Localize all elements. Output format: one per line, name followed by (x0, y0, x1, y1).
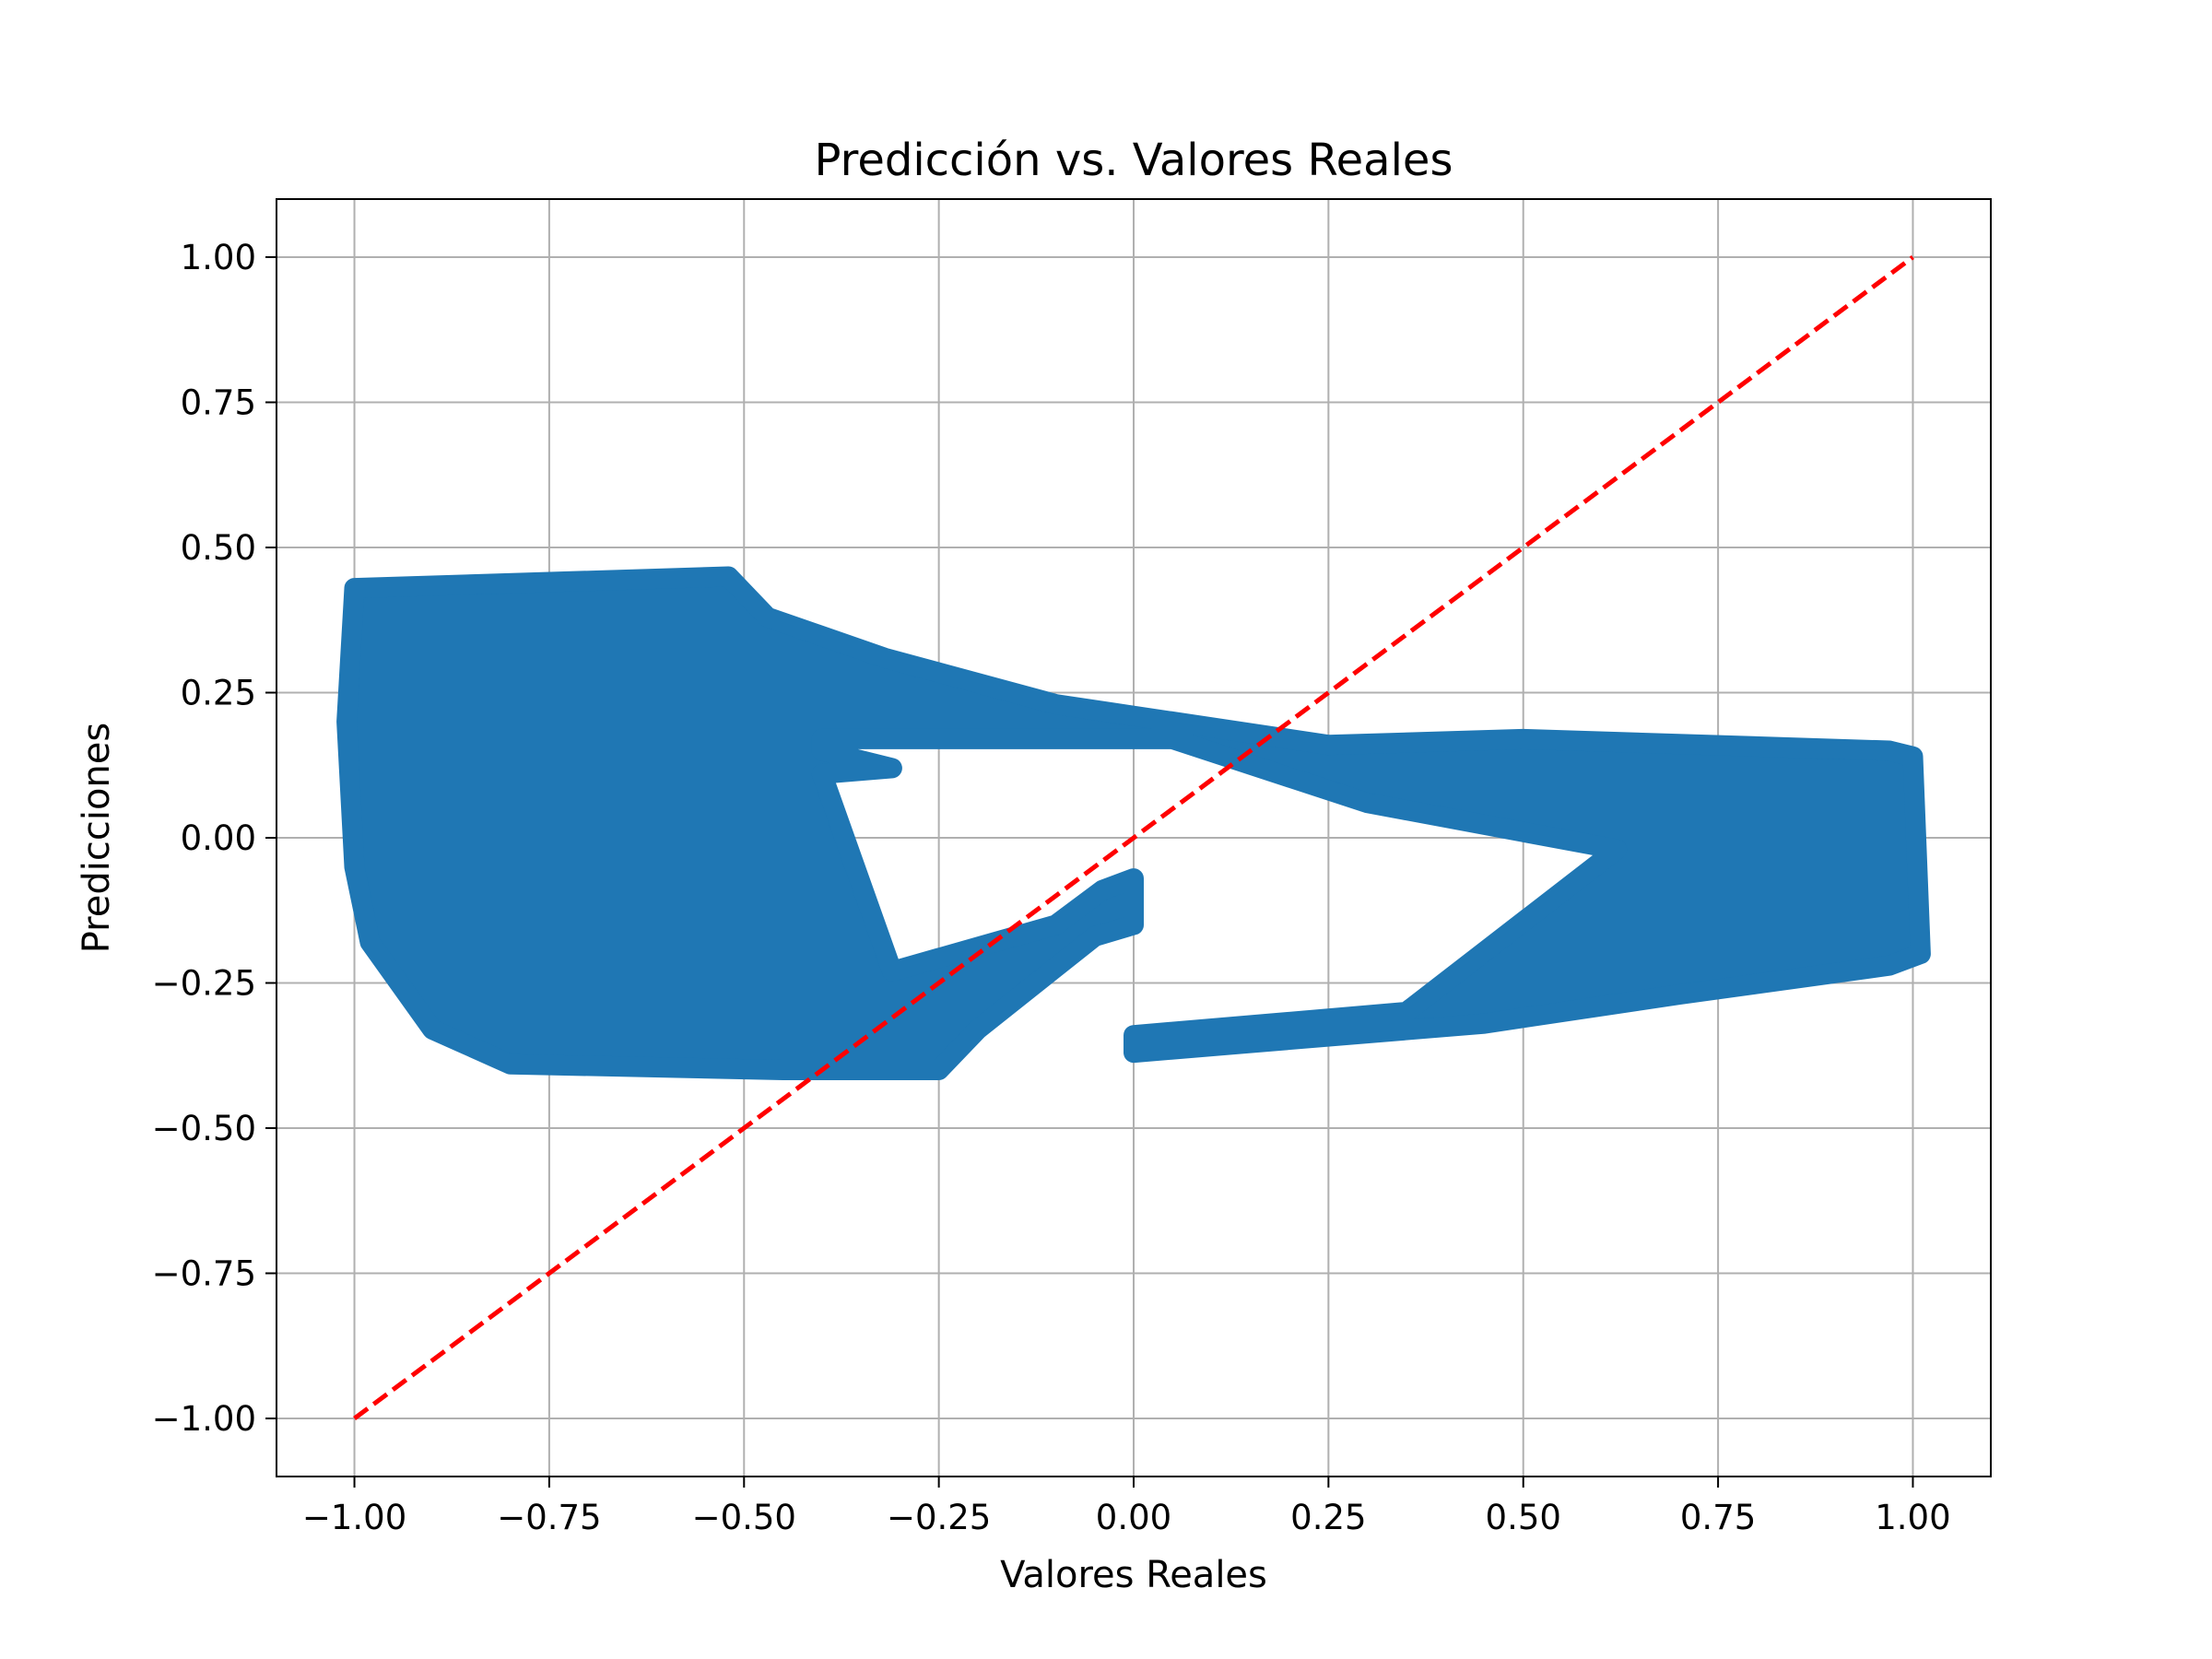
y-tick-label: −0.75 (152, 1254, 256, 1294)
x-tick-label: 0.50 (1486, 1498, 1561, 1537)
scatter-point-cloud (336, 566, 1931, 1080)
x-axis-ticks: −1.00 −0.75 −0.50 −0.25 0.00 0.25 0.50 0.75 1.00 (302, 1477, 1951, 1537)
y-tick-label: −0.25 (152, 964, 256, 1004)
y-tick-label: 0.00 (181, 818, 256, 858)
x-tick-label: 0.75 (1680, 1498, 1756, 1537)
x-tick-label: −0.50 (692, 1498, 796, 1537)
y-axis-label: Predicciones (76, 723, 118, 953)
scatter-points (336, 566, 1931, 1080)
x-tick-label: −1.00 (302, 1498, 406, 1537)
x-tick-label: 1.00 (1875, 1498, 1950, 1537)
chart-title: Predicción vs. Valores Reales (815, 135, 1453, 186)
y-axis-ticks: −1.00 −0.75 −0.50 −0.25 0.00 0.25 0.50 0.75 1.00 (152, 238, 276, 1439)
reference-line-group (353, 254, 1914, 1421)
x-tick-label: 0.25 (1290, 1498, 1366, 1537)
y-tick-label: 0.25 (181, 674, 256, 713)
x-tick-label: −0.75 (497, 1498, 601, 1537)
x-tick-label: 0.00 (1096, 1498, 1171, 1537)
y-tick-label: −1.00 (152, 1399, 256, 1439)
x-axis-label: Valores Reales (1000, 1554, 1267, 1596)
y-tick-label: 0.50 (181, 528, 256, 568)
y-tick-label: 0.75 (181, 383, 256, 423)
x-tick-label: −0.25 (887, 1498, 991, 1537)
y-tick-label: −0.50 (152, 1109, 256, 1148)
y-tick-label: 1.00 (181, 238, 256, 277)
reference-line (353, 254, 1914, 1421)
